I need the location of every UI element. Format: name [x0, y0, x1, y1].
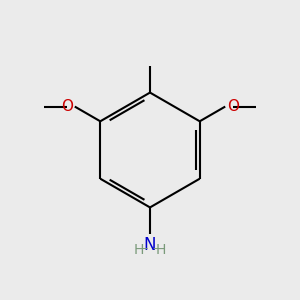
Text: O: O: [227, 99, 239, 114]
Text: O: O: [61, 99, 73, 114]
Text: N: N: [144, 236, 156, 254]
Text: H: H: [134, 243, 144, 257]
Text: H: H: [156, 243, 166, 257]
Text: –: –: [152, 242, 159, 255]
Text: –: –: [141, 242, 148, 255]
